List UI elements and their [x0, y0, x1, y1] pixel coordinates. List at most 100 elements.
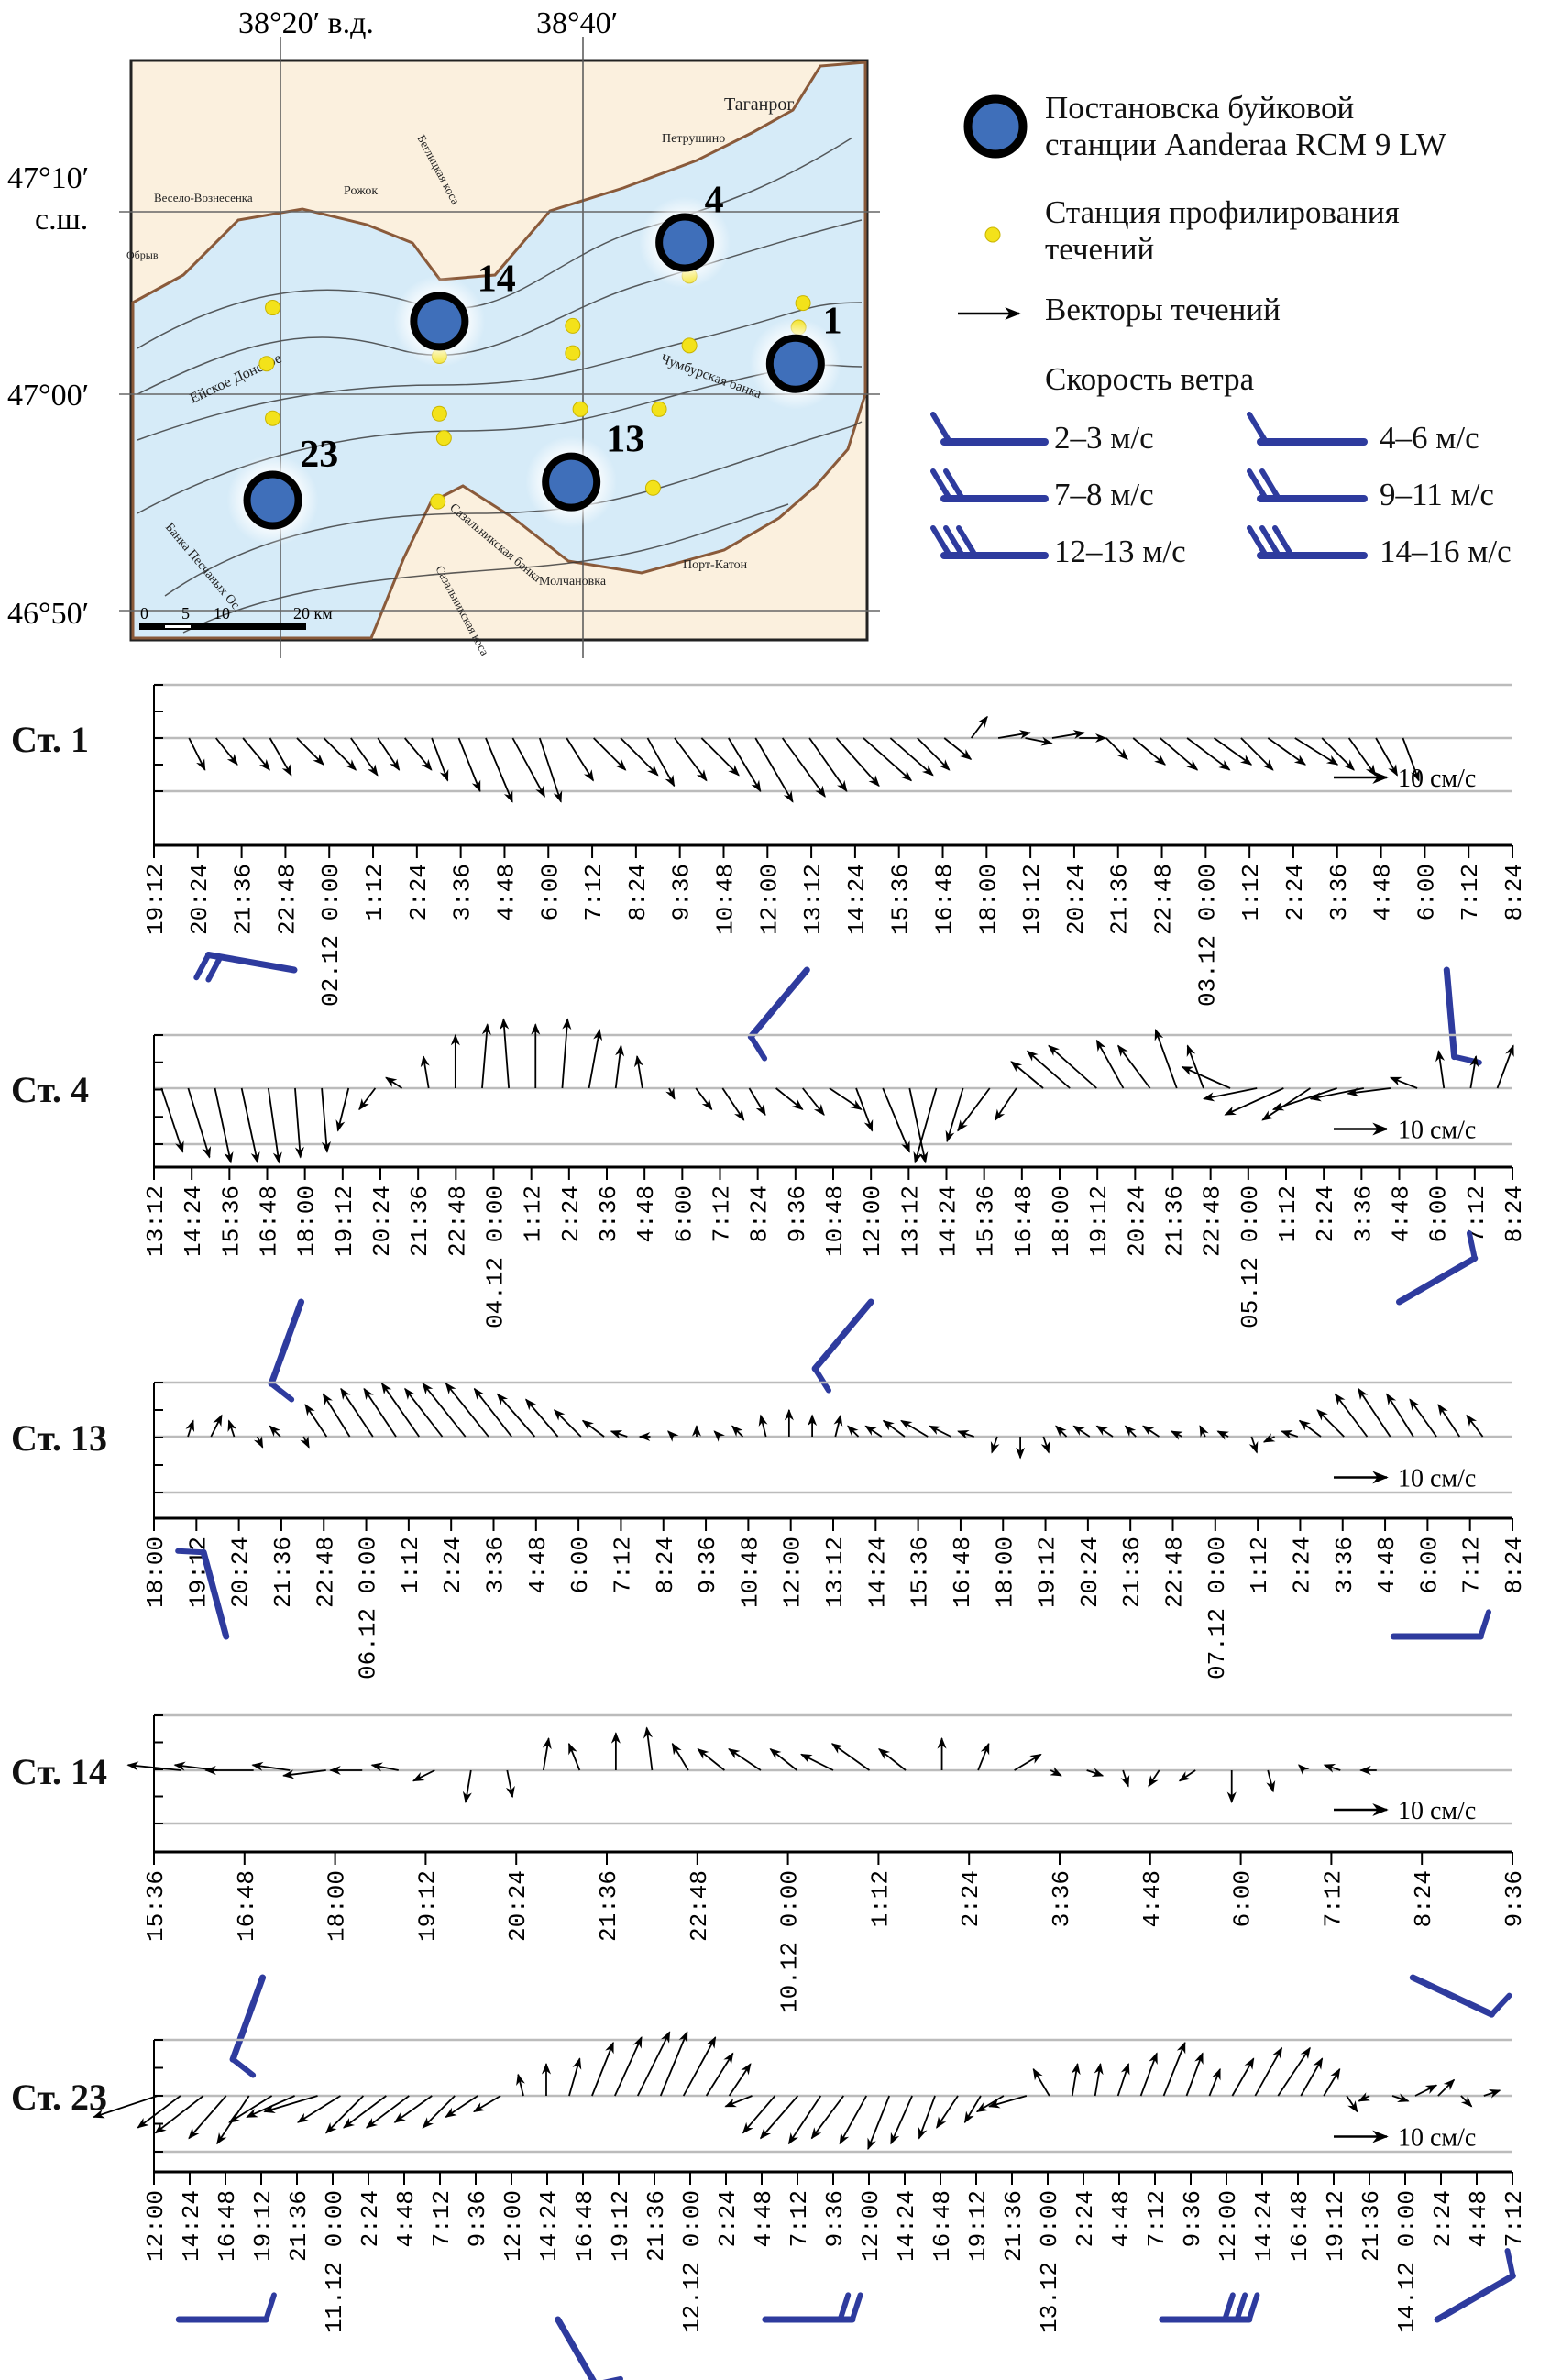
- current-vector: [253, 1436, 264, 1449]
- place-name: Порт-Катон: [683, 558, 748, 572]
- x-tick-label: 3:36: [1325, 864, 1353, 920]
- current-vector: [1347, 737, 1377, 777]
- x-tick-label: 9:36: [1501, 1870, 1528, 1927]
- current-vector: [269, 737, 292, 777]
- current-vector: [1117, 1044, 1151, 1089]
- current-vector: [1298, 1419, 1322, 1438]
- current-vector: [93, 2095, 159, 2119]
- x-tick-label: 7:12: [786, 2190, 813, 2247]
- current-vector: [1105, 737, 1128, 761]
- current-vector: [1216, 1430, 1229, 1440]
- x-tick-label: 7:12: [428, 2190, 456, 2247]
- current-vector: [322, 1393, 351, 1438]
- place-name: Молчановка: [539, 575, 607, 589]
- x-tick-label: 3:36: [1048, 1870, 1075, 1927]
- current-vector: [1048, 1044, 1097, 1089]
- x-tick-label: 4:48: [1388, 1185, 1415, 1242]
- current-vector: [1435, 1050, 1446, 1089]
- x-tick-label: 20:24: [1062, 864, 1090, 935]
- current-vector: [1208, 2067, 1221, 2097]
- wind-barb: [747, 966, 810, 1041]
- current-vector: [1266, 1769, 1276, 1793]
- x-tick-label: 4:48: [524, 1537, 552, 1593]
- x-tick-label: 14:24: [863, 1537, 891, 1608]
- wind-barb-flag: [849, 2292, 863, 2322]
- current-vector: [1160, 737, 1199, 771]
- current-vector: [1224, 1087, 1284, 1116]
- current-vector: [1262, 1433, 1276, 1443]
- profiling-station-dot: [431, 405, 447, 422]
- current-vector: [1116, 2063, 1130, 2097]
- wind-barb-flag: [1234, 2292, 1248, 2322]
- current-vector: [542, 1736, 552, 1771]
- x-tick-label: 1:12: [1246, 1537, 1273, 1593]
- current-vector: [412, 1769, 435, 1782]
- x-tick-label: 16:48: [931, 864, 959, 935]
- x-tick-label: 18:00: [142, 1537, 170, 1608]
- current-vector: [970, 715, 988, 739]
- current-vector: [889, 737, 934, 777]
- x-tick-label: 18:00: [991, 1537, 1018, 1608]
- current-vector: [863, 737, 913, 782]
- current-vector: [1358, 2092, 1370, 2102]
- place-name: Обрыв: [126, 248, 159, 261]
- x-tick-label: 22:48: [686, 1870, 713, 1942]
- x-tick-label: 13:12: [799, 864, 827, 935]
- current-vector: [567, 1742, 581, 1771]
- wind-barb-flag: [748, 1033, 768, 1062]
- current-vector: [1185, 2052, 1204, 2097]
- wind-barb: [1443, 966, 1458, 1061]
- legend-profiling-line1: Станция профилирования: [1045, 194, 1400, 230]
- profiling-station-dot: [681, 337, 698, 354]
- x-tick-label: 13:12: [821, 1537, 849, 1608]
- depth-contour: [137, 302, 863, 441]
- scale-label: 10 см/с: [1398, 2124, 1476, 2153]
- current-vector: [1496, 1044, 1514, 1089]
- mooring-number: 13: [606, 419, 644, 461]
- current-vector: [614, 2036, 643, 2097]
- profiling-station-dot: [258, 356, 275, 372]
- x-tick-label: 14:24: [180, 1185, 207, 1257]
- place-name: Рожок: [344, 184, 378, 198]
- legend-mooring-line2: станции Aanderaa RCM 9 LW: [1045, 127, 1446, 162]
- current-vector: [473, 2095, 501, 2113]
- current-vector: [1294, 737, 1339, 766]
- x-tick-label: 15:36: [887, 864, 915, 935]
- current-vector: [864, 1425, 883, 1438]
- wind-barb-flag: [943, 468, 965, 501]
- current-vector: [724, 2095, 753, 2108]
- current-vector: [160, 1087, 184, 1153]
- x-tick-label: 21:36: [1161, 1185, 1189, 1257]
- vector-panel-23: 12:00 14:24 16:48 19:12 21:36 11.12 0:00 2:24 4…: [93, 2031, 1528, 2380]
- current-vector: [759, 2095, 799, 2140]
- current-vector: [561, 1018, 572, 1089]
- x-tick-label: 21:36: [1118, 1537, 1146, 1608]
- wind-barb-flag: [956, 525, 978, 558]
- x-tick-label: 8:24: [1501, 1185, 1528, 1242]
- legend-wind-class: 9–11 м/с: [1380, 477, 1494, 512]
- current-vector: [781, 737, 826, 798]
- current-vector: [1181, 1065, 1231, 1089]
- current-vector: [1267, 737, 1306, 766]
- current-vector: [1051, 730, 1085, 740]
- x-tick-label: 19:12: [607, 2190, 634, 2262]
- current-vector: [496, 1393, 536, 1438]
- current-vector: [1483, 2089, 1501, 2099]
- map: 38°20′ в.д. 38°40′ 47°10′ с.ш. 47°00′ 46°50′ Т…: [7, 6, 880, 658]
- wind-barb-flag: [930, 412, 952, 445]
- x-tick-label: 21:36: [285, 2190, 313, 2262]
- current-vector: [593, 737, 627, 771]
- current-vector: [1334, 1393, 1369, 1438]
- current-vector: [802, 1087, 825, 1116]
- current-vector: [1086, 1768, 1105, 1777]
- x-tick-label: 20:24: [504, 1870, 532, 1942]
- place-name: Таганрог: [724, 94, 795, 115]
- x-tick-label: 18:00: [324, 1870, 351, 1942]
- scale-label: 10 см/с: [1398, 1797, 1476, 1825]
- x-tick-label: 22:48: [1150, 864, 1178, 935]
- scale-label: 20 км: [293, 604, 333, 623]
- current-vector: [748, 1087, 766, 1117]
- current-vector: [900, 1419, 929, 1438]
- latitude-label: 47°00′: [7, 379, 89, 413]
- current-vector: [214, 737, 238, 766]
